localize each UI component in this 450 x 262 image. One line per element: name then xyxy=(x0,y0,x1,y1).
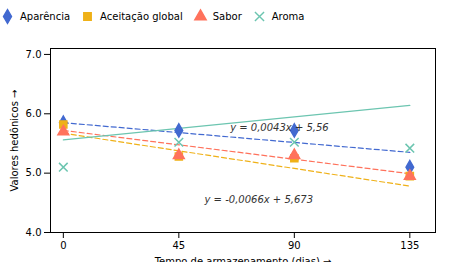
svg-text:4.0: 4.0 xyxy=(26,227,42,238)
svg-text:Valores hedônicos →: Valores hedônicos → xyxy=(9,90,20,192)
svg-text:6.0: 6.0 xyxy=(26,108,42,119)
html-text:Aparência: Aparência xyxy=(20,11,71,22)
svg-text:y = 0,0043x + 5,56: y = 0,0043x + 5,56 xyxy=(229,122,329,133)
svg-text:135: 135 xyxy=(400,240,419,251)
html-text:Sabor: Sabor xyxy=(212,11,242,22)
svg-text:90: 90 xyxy=(288,240,301,251)
svg-text:Tempo de armazenamento (dias): Tempo de armazenamento (dias) → xyxy=(154,256,332,262)
svg-text:45: 45 xyxy=(172,240,185,251)
svg-text:y = -0,0066x + 5,673: y = -0,0066x + 5,673 xyxy=(204,194,314,205)
html-text:Aroma: Aroma xyxy=(271,11,305,22)
svg-text:0: 0 xyxy=(60,240,66,251)
html-text:Aceitação global: Aceitação global xyxy=(100,11,183,22)
svg-text:7.0: 7.0 xyxy=(26,49,42,60)
svg-text:5.0: 5.0 xyxy=(26,167,42,178)
